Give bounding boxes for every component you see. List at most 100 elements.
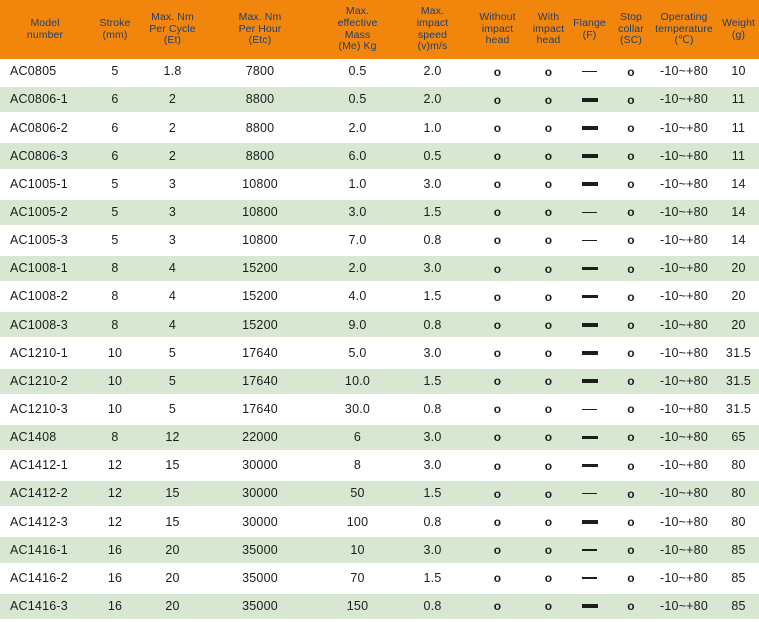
cell-without-impact-head: o [493,374,502,389]
cell-stop-collar: o [627,64,635,79]
cell-impact-speed: 1.0 [423,120,442,135]
cell-stroke: 10 [107,402,123,416]
cell-with-impact-head: o [544,486,553,501]
cell-model: AC1210-1 [10,345,68,360]
cell-nm-per-cycle: 20 [165,598,180,613]
col-header-flange: Flange (F) [573,16,606,41]
cell-nm-per-cycle: 1.8 [163,64,182,79]
cell-stroke: 6 [111,148,119,163]
flange-dash-thick [581,266,598,271]
flange-dash-thick [581,351,598,355]
cell-stroke: 16 [107,542,123,557]
cell-effective-mass: 50 [350,486,365,501]
cell-flange [567,200,612,225]
cell-stroke: 16 [107,598,123,613]
cell-operating-temperature: -10~+80 [660,430,708,445]
cell-operating-temperature: -10~+80 [660,570,708,585]
cell-without-impact-head: o [493,205,502,220]
cell-effective-mass: 1.0 [348,176,367,191]
cell-stop-collar: o [627,514,635,529]
cell-stop-collar: o [627,120,635,135]
cell-impact-speed: 3.0 [423,458,442,473]
cell-flange [567,340,612,365]
cell-nm-per-cycle: 4 [168,289,177,304]
cell-nm-per-hour: 8800 [245,148,275,163]
cell-operating-temperature: -10~+80 [660,64,708,79]
cell-effective-mass: 3.0 [348,205,367,220]
cell-effective-mass: 7.0 [348,233,367,248]
flange-dash-thin [582,70,597,73]
cell-stroke: 5 [111,233,119,248]
cell-weight: 14 [731,205,746,220]
cell-without-impact-head: o [493,458,502,473]
cell-with-impact-head: o [544,233,553,248]
cell-with-impact-head: o [544,261,553,276]
flange-dash-thick [581,604,598,609]
cell-nm-per-hour: 22000 [242,430,278,445]
cell-operating-temperature: -10~+80 [660,261,708,276]
cell-operating-temperature: -10~+80 [660,598,708,613]
cell-flange [567,369,612,394]
cell-impact-speed: 3.0 [423,542,442,557]
table-row: AC1412-1 12 15 30000 8 3.0 o o o -10~+80 80 [0,452,759,482]
col-header-with-impact-head: With impact head [532,10,565,47]
cell-stop-collar: o [627,486,635,501]
flange-dash-thick [581,463,598,468]
cell-impact-speed: 1.5 [423,570,442,585]
cell-nm-per-hour: 15200 [242,289,278,304]
cell-without-impact-head: o [493,430,502,445]
cell-flange [567,397,612,422]
col-header-weight: Weight (g) [721,16,756,41]
table-row: AC1210-3 10 5 17640 30.0 0.8 o o o -10~+80 31.5 [0,396,759,425]
table-row: AC1008-1 8 4 15200 2.0 3.0 o o o -10~+80 20 [0,255,759,285]
cell-flange [567,228,612,253]
col-header-max-nm-per-hour: Max. Nm Per Hour (Etc) [238,10,282,47]
cell-stroke: 12 [107,486,123,501]
cell-impact-speed: 0.8 [423,402,442,416]
flange-dash-thin [582,492,597,495]
cell-nm-per-cycle: 2 [168,120,177,135]
flange-dash-thin [582,408,597,410]
cell-nm-per-hour: 35000 [242,598,278,613]
cell-impact-speed: 1.5 [423,373,442,388]
cell-model: AC1210-3 [10,402,68,416]
cell-model: AC1412-2 [10,486,68,501]
cell-weight: 14 [731,233,746,248]
cell-stop-collar: o [627,458,635,473]
cell-nm-per-cycle: 5 [168,402,177,416]
cell-stop-collar: o [627,261,635,276]
table-row: AC1416-2 16 20 35000 70 1.5 o o o -10~+80 85 [0,565,759,594]
cell-effective-mass: 9.0 [348,317,367,332]
flange-dash-thin [582,577,597,579]
cell-operating-temperature: -10~+80 [660,542,708,557]
cell-nm-per-hour: 30000 [242,514,278,529]
cell-nm-per-cycle: 15 [165,514,180,529]
cell-stop-collar: o [627,402,635,417]
cell-flange [567,425,612,450]
table-row: AC0805 5 1.8 7800 0.5 2.0 o o o -10~+80 10 [0,59,759,88]
cell-flange [567,143,612,168]
cell-stop-collar: o [627,599,635,614]
cell-operating-temperature: -10~+80 [660,148,708,163]
cell-stop-collar: o [627,177,635,192]
cell-weight: 10 [731,64,746,79]
cell-nm-per-hour: 7800 [245,64,275,79]
cell-impact-speed: 3.0 [423,345,442,360]
cell-effective-mass: 6 [353,430,362,445]
cell-with-impact-head: o [544,571,553,586]
cell-impact-speed: 2.0 [423,92,442,107]
cell-weight: 80 [731,514,746,529]
cell-without-impact-head: o [493,542,502,557]
table-row: AC0806-3 6 2 8800 6.0 0.5 o o o -10~+80 11 [0,143,759,172]
col-header-without-impact-head: Without impact head [479,10,516,47]
cell-nm-per-hour: 35000 [242,570,278,585]
table-body: AC0805 5 1.8 7800 0.5 2.0 o o o -10~+80 10 AC0806-1… [0,59,759,622]
cell-weight: 20 [731,261,746,276]
cell-nm-per-cycle: 15 [165,486,180,501]
cell-with-impact-head: o [544,92,553,107]
cell-impact-speed: 3.0 [423,430,442,445]
cell-weight: 85 [731,570,746,585]
table-row: AC1005-2 5 3 10800 3.0 1.5 o o o -10~+80 14 [0,199,759,228]
cell-effective-mass: 70 [350,570,365,585]
cell-nm-per-cycle: 3 [168,176,177,191]
